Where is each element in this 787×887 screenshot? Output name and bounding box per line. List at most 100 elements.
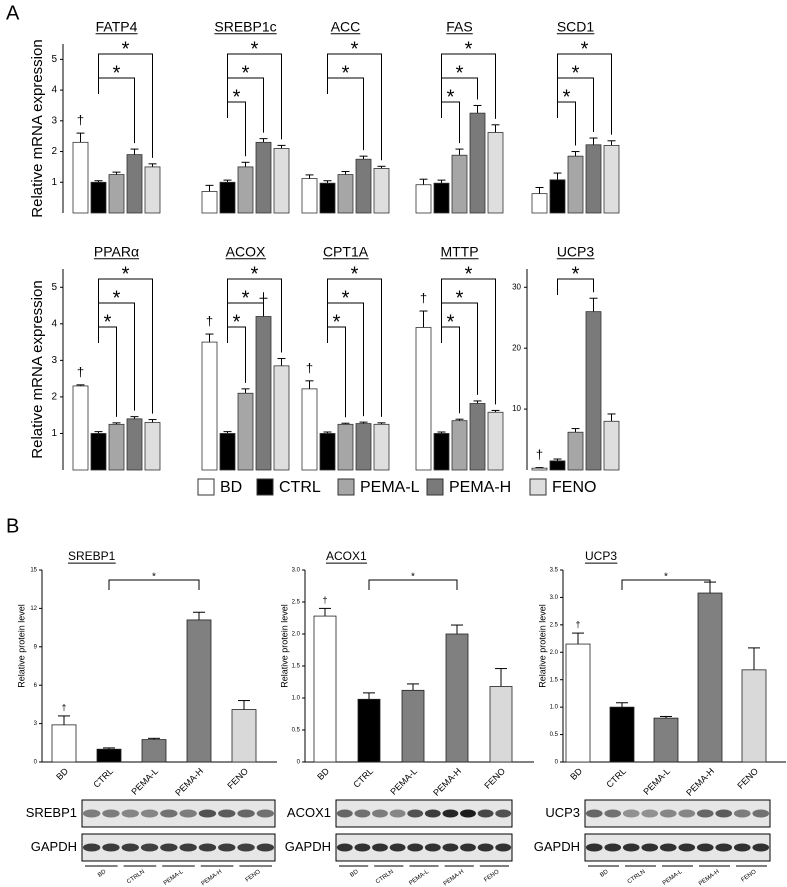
significance-label: *	[456, 287, 464, 309]
bar	[96, 748, 122, 763]
y-tick-label: 3	[34, 721, 38, 727]
blot-band	[495, 843, 512, 852]
significance-label: *	[447, 311, 455, 333]
legend-label: FENO	[552, 479, 596, 496]
blot-band	[678, 809, 696, 818]
bar	[144, 422, 161, 471]
blot-band	[372, 843, 388, 852]
blot-band	[372, 809, 388, 818]
chart-title: CPT1A	[323, 244, 369, 260]
blot-band	[198, 843, 217, 852]
x-tick-label: PEMA-L	[129, 766, 160, 797]
chart-title: ACOX	[226, 244, 266, 260]
blot-band	[495, 809, 512, 818]
dagger: †	[322, 595, 327, 605]
y-tick-label: 0	[297, 760, 301, 766]
blot-band	[604, 809, 622, 818]
bar	[531, 467, 548, 471]
blot-band	[218, 809, 236, 818]
x-tick-label: PEMA-H	[431, 766, 463, 798]
y-tick-label: 15	[30, 568, 37, 574]
bar	[585, 144, 602, 214]
blot-label: GAPDH	[285, 839, 331, 854]
blot-band	[752, 843, 770, 852]
significance-label: *	[572, 62, 580, 84]
dagger: †	[575, 619, 580, 629]
significance-label: *	[351, 263, 359, 285]
bar	[255, 141, 272, 214]
x-tick-label: BD	[315, 766, 331, 782]
legend-swatch	[426, 478, 444, 496]
bar	[445, 633, 469, 763]
bar	[144, 166, 161, 214]
blot-band	[102, 809, 120, 818]
blot-band	[477, 809, 494, 818]
significance-bracket	[441, 77, 478, 118]
y-tick-label: 4	[51, 85, 57, 96]
lane-label: BD	[97, 869, 108, 879]
y-tick-label: 0	[34, 760, 38, 766]
significance-bracket	[327, 53, 382, 161]
significance-label: *	[465, 38, 473, 60]
blot-band	[733, 843, 751, 852]
panel-label: B	[6, 515, 19, 537]
blot-band	[237, 809, 255, 818]
significance-bracket	[227, 77, 264, 133]
blot-band	[477, 843, 494, 852]
x-tick-label: CTRL	[91, 766, 115, 790]
blot-band	[179, 809, 197, 818]
bar	[415, 327, 432, 471]
panel-label: A	[6, 2, 20, 24]
chart-title: SCD1	[557, 19, 595, 35]
significance-bracket	[621, 579, 711, 590]
bar	[108, 174, 125, 214]
bar	[273, 365, 290, 471]
bar	[355, 423, 372, 471]
bar	[186, 619, 212, 763]
blot-band	[121, 843, 139, 852]
bar	[108, 423, 125, 471]
chart-title: FAS	[446, 19, 472, 35]
blot-band	[585, 809, 603, 818]
blot-band	[442, 843, 459, 852]
y-tick-label: 2	[51, 392, 57, 403]
y-tick-label: 3.5	[550, 568, 559, 574]
blot-band	[256, 843, 275, 852]
bar	[301, 388, 318, 471]
y-tick-label: 20	[512, 343, 521, 352]
bar	[697, 592, 723, 763]
y-tick-label: 1.0	[292, 696, 301, 702]
y-tick-label: 9	[34, 644, 38, 650]
chart-title: ACOX1	[326, 549, 367, 563]
blot-band	[715, 809, 733, 818]
blot-band	[354, 843, 371, 852]
chart-title: SREBP1	[68, 549, 116, 563]
significance-label: *	[233, 311, 241, 333]
y-tick-label: 0.5	[550, 732, 559, 738]
blot-band	[641, 843, 659, 852]
lane-label: PEMA-L	[408, 869, 430, 887]
x-tick-label: PEMA-H	[684, 766, 716, 798]
bar	[603, 420, 620, 471]
y-tick-label: 1	[51, 177, 57, 188]
significance-bracket	[327, 326, 346, 418]
significance-bracket	[327, 278, 382, 417]
chart-title: SREBP1c	[214, 19, 276, 35]
x-tick-label: FENO	[735, 766, 760, 791]
y-tick-label: 6	[34, 683, 38, 689]
bar	[255, 316, 272, 471]
bar	[90, 181, 107, 214]
blot-band	[733, 809, 751, 818]
lane-label: BD	[599, 869, 610, 879]
y-tick-label: 1.0	[550, 705, 559, 711]
bar	[567, 431, 584, 471]
blot-label: ACOX1	[287, 805, 331, 820]
blot-band	[82, 843, 101, 852]
bar	[603, 144, 620, 214]
bar	[741, 669, 767, 763]
y-tick-label: 5	[51, 54, 57, 65]
significance-label: *	[563, 86, 571, 108]
significance-bracket	[98, 53, 153, 158]
chart-title: ACC	[331, 19, 361, 35]
legend-label: BD	[220, 479, 242, 496]
